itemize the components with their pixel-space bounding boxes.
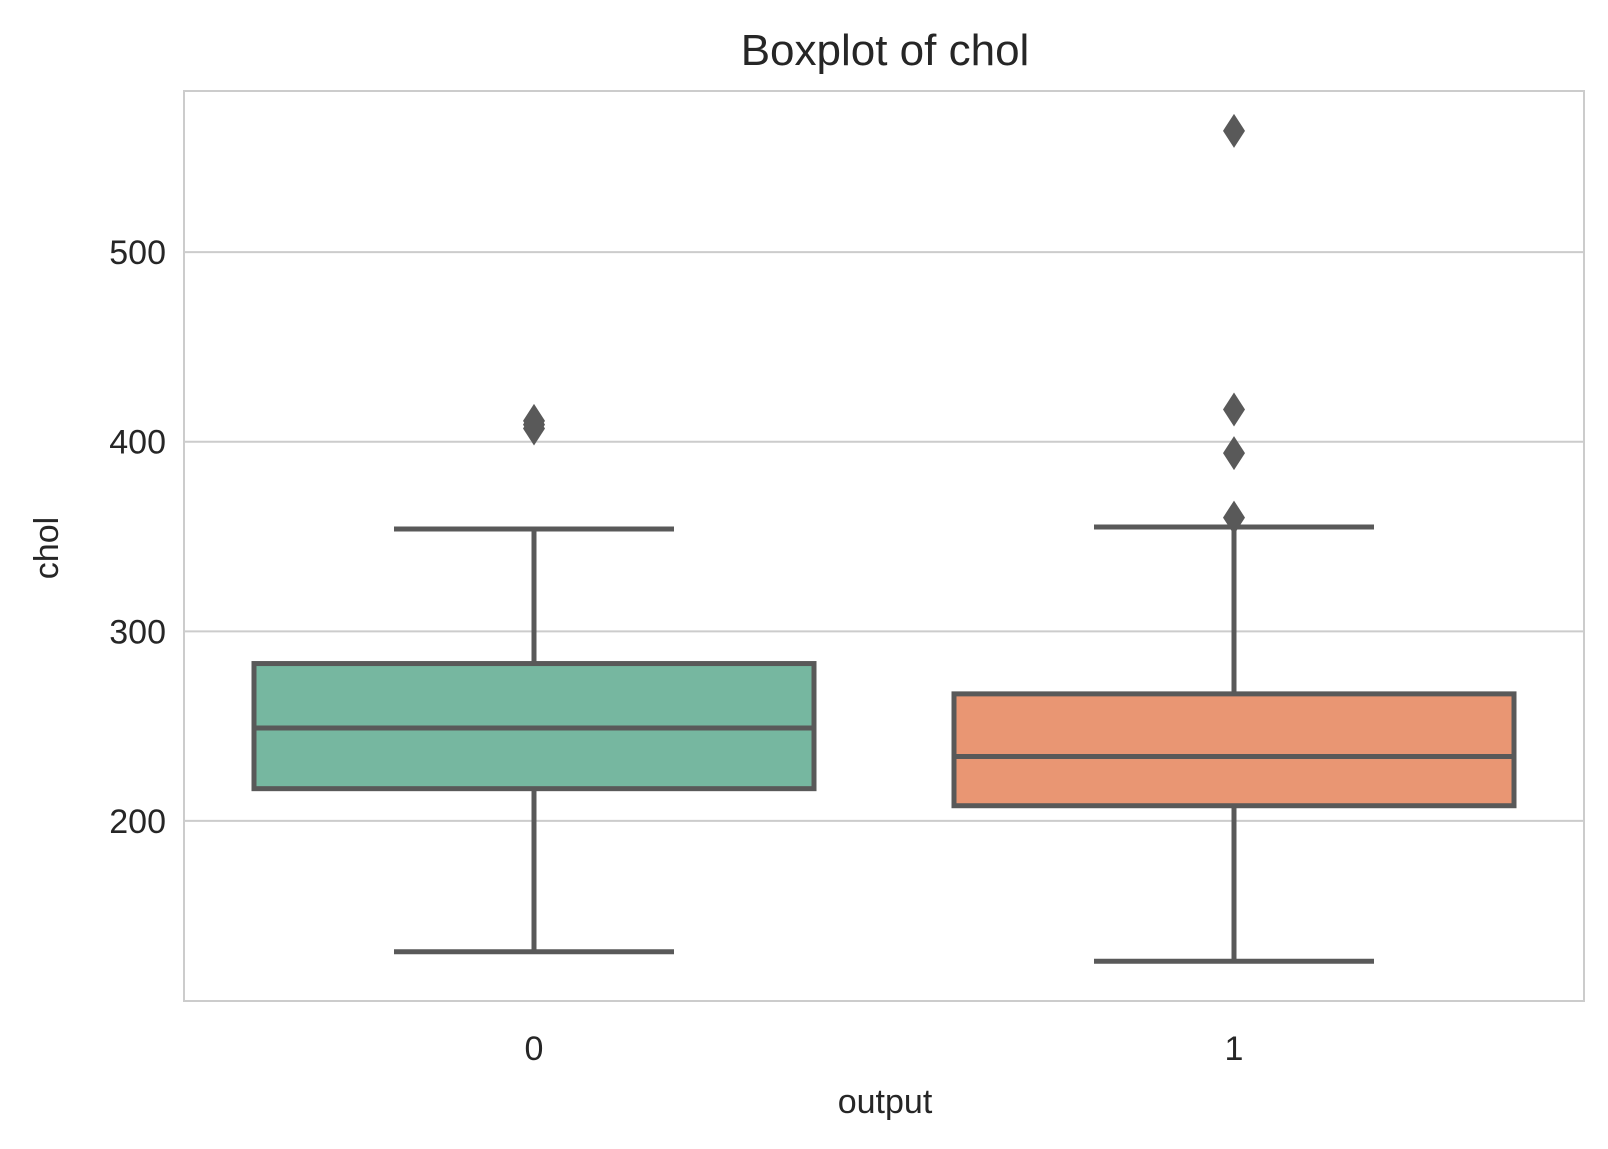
outlier-1-0 xyxy=(1223,500,1245,535)
outlier-1-2 xyxy=(1223,392,1245,427)
chart-title: Boxplot of chol xyxy=(741,26,1030,75)
x-tick-label-1: 1 xyxy=(1225,1030,1244,1068)
outlier-1-3 xyxy=(1223,113,1245,148)
x-axis-label: output xyxy=(838,1083,933,1121)
y-tick-label-300: 300 xyxy=(109,613,166,651)
gridlines xyxy=(184,251,1584,822)
y-tick-labels: 200 300 400 500 xyxy=(109,234,166,841)
y-axis-label: chol xyxy=(28,517,66,579)
y-tick-label-500: 500 xyxy=(109,234,166,272)
box-1 xyxy=(951,691,1517,809)
outlier-0-2 xyxy=(523,403,545,438)
outlier-1-1 xyxy=(1223,436,1245,471)
y-tick-label-200: 200 xyxy=(109,803,166,841)
plot-frame xyxy=(183,90,1585,1002)
y-tick-label-400: 400 xyxy=(109,424,166,462)
x-tick-label-0: 0 xyxy=(525,1030,544,1068)
box-group xyxy=(251,113,1517,964)
